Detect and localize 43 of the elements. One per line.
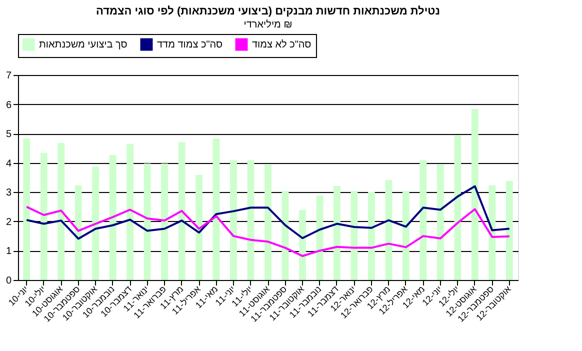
chart-title: נטילת משכנתאות חדשות מבנקים (ביצועי משכנתאות) לפי סוגי הצמדה	[96, 6, 440, 18]
y-tick-label: 5	[6, 129, 12, 140]
bar	[92, 166, 100, 280]
bar	[506, 181, 513, 280]
bar	[436, 164, 444, 280]
chart-subtitle: מיליארדי ₪	[244, 18, 292, 30]
bar	[420, 160, 427, 280]
line-series	[26, 185, 510, 240]
bar	[144, 163, 151, 280]
y-tick-label: 6	[6, 100, 12, 111]
y-tick-label: 0	[6, 276, 12, 286]
bar	[368, 192, 375, 280]
bar	[334, 186, 340, 280]
bar	[196, 174, 202, 280]
bar	[316, 196, 324, 280]
bar	[212, 138, 220, 280]
bar	[264, 164, 272, 280]
bar	[58, 142, 65, 280]
bar	[230, 160, 237, 280]
bar	[247, 160, 254, 280]
bar	[23, 138, 30, 280]
bar	[126, 144, 134, 280]
bar	[454, 136, 462, 280]
legend-label: סך ביצועי משכנתאות	[39, 40, 128, 51]
bar	[40, 152, 48, 280]
bar	[350, 190, 358, 280]
bar	[488, 185, 496, 280]
bar	[402, 190, 410, 280]
bar	[109, 154, 116, 280]
y-tick-label: 3	[6, 188, 12, 199]
bar	[161, 163, 168, 280]
bar	[178, 142, 186, 280]
y-tick-label: 2	[6, 216, 12, 228]
y-tick-label: 7	[6, 70, 12, 82]
line-series	[26, 206, 510, 257]
bar	[299, 210, 306, 280]
bar	[385, 180, 392, 280]
y-tick-label: 1	[6, 246, 12, 258]
legend-label: סה"כ לא צמוד	[252, 38, 312, 51]
y-tick-label: 4	[6, 158, 12, 170]
bar	[471, 108, 478, 280]
bar	[74, 185, 82, 280]
legend-label: סה"כ צמוד מדד	[157, 40, 224, 51]
